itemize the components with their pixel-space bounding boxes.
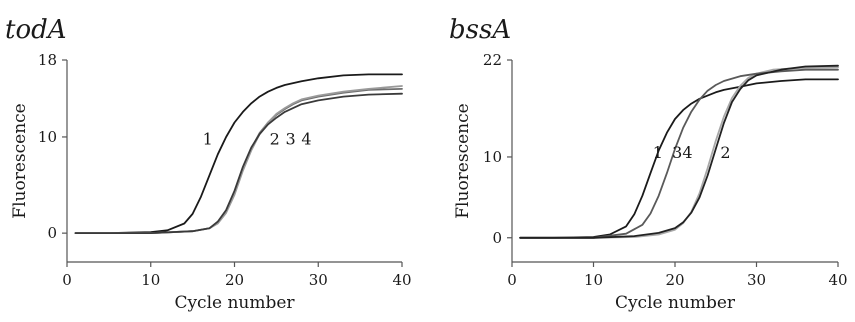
x-tick-label: 30 [309, 271, 328, 289]
series-1-curve [74, 73, 403, 234]
x-tick-label: 0 [507, 271, 517, 289]
x-tick-label: 40 [392, 271, 411, 289]
curve-label: 34 [672, 143, 692, 162]
x-tick-label: 20 [665, 271, 684, 289]
chart-panel-toda: todA 0 10 20 30 40 0 10 18 Cycle number Fluorescen… [5, 15, 412, 313]
y-axis-label: Fluorescence [10, 103, 30, 218]
y-axis-label: Fluorescence [453, 103, 473, 218]
y-tick-label: 0 [47, 224, 57, 242]
chart-title: todA [5, 15, 67, 45]
curve-label: 2 [270, 130, 280, 149]
series-1-curve [519, 78, 839, 239]
chart-panel-bssa: bssA 0 10 20 30 40 0 10 22 Cycle number Fluorescen… [449, 15, 848, 313]
x-tick-label: 40 [828, 271, 847, 289]
x-tick-label: 0 [62, 271, 72, 289]
curve-label: 3 [286, 130, 296, 149]
x-axis-label: Cycle number [174, 293, 295, 313]
series-2-curve [74, 88, 403, 234]
x-tick-label: 30 [747, 271, 766, 289]
series-3-curve [74, 85, 403, 234]
x-axis-label: Cycle number [615, 293, 736, 313]
series-3-curve [519, 68, 839, 239]
series-4-curve [519, 64, 839, 239]
y-tick-label: 10 [38, 128, 57, 146]
curve-label: 1 [203, 130, 213, 149]
y-tick-label: 0 [492, 229, 502, 247]
x-tick-label: 20 [225, 271, 244, 289]
curve-label: 2 [720, 143, 730, 162]
x-tick-label: 10 [584, 271, 603, 289]
y-tick-label: 10 [483, 148, 502, 166]
y-tick-label: 18 [38, 51, 57, 69]
curve-label: 1 [653, 143, 663, 162]
chart-title: bssA [449, 15, 511, 45]
curve-label: 4 [301, 130, 311, 149]
series-4-curve [74, 92, 403, 234]
x-tick-label: 10 [141, 271, 160, 289]
y-tick-label: 22 [483, 51, 502, 69]
